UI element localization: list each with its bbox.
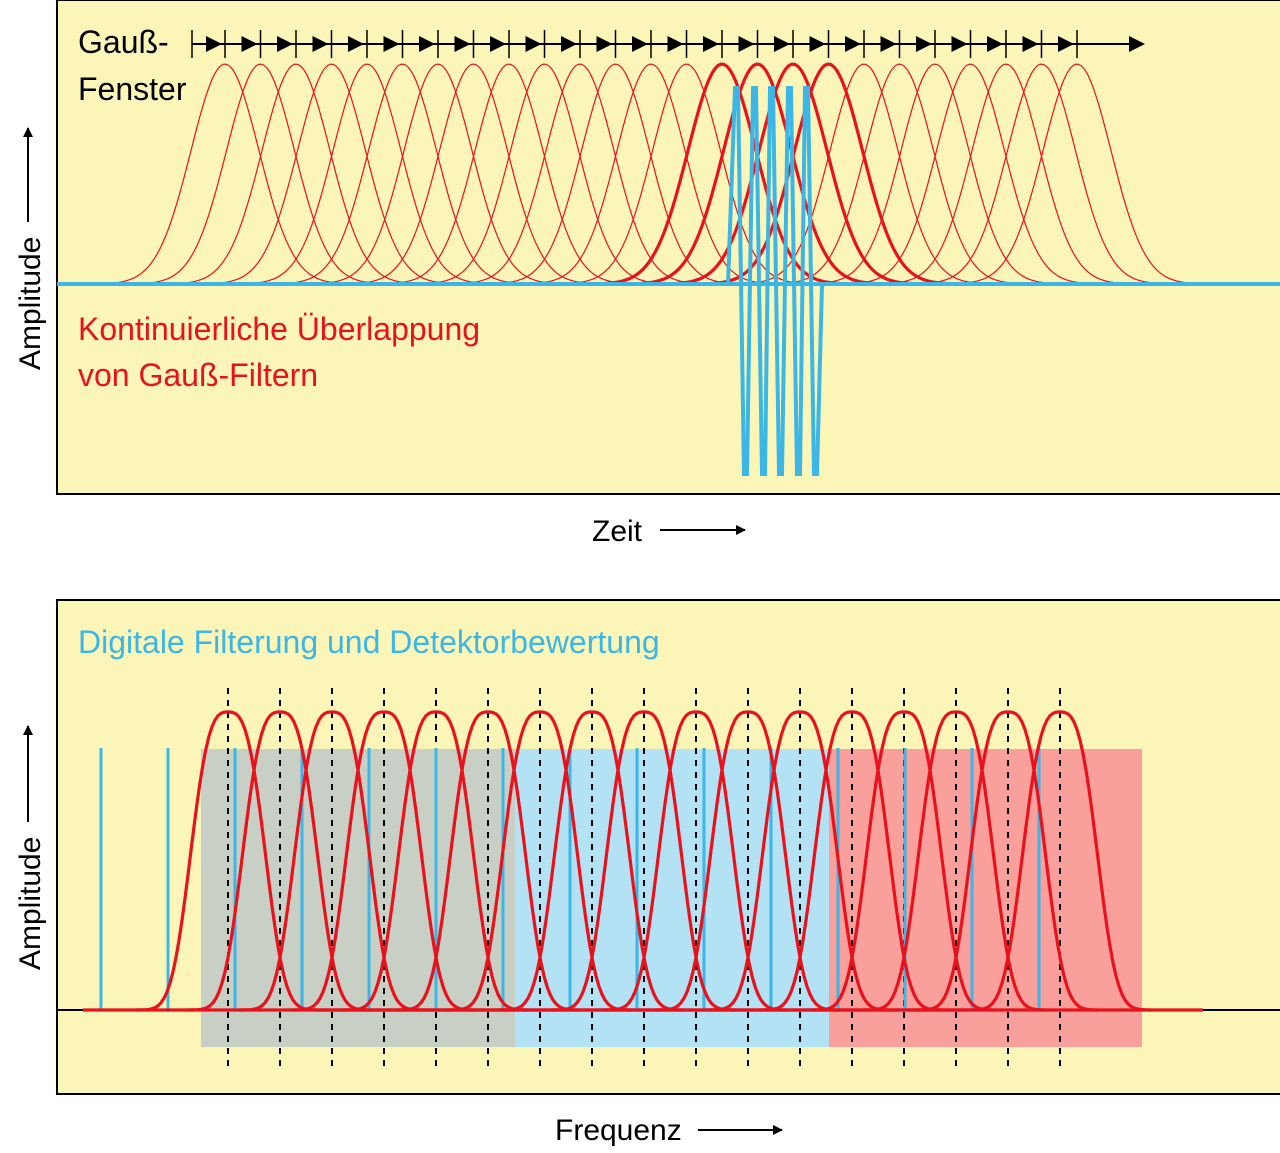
window-step-arrow-icon (312, 36, 329, 52)
overlap-label-line2: von Gauß-Filtern (78, 357, 318, 393)
window-step-arrow-icon (277, 36, 293, 52)
gaussian-window-2 (130, 63, 389, 285)
window-step-arrow-icon (774, 36, 790, 52)
window-step-arrow-icon (845, 36, 861, 52)
gaussian-window-10 (414, 63, 673, 285)
gaussian-window-11 (449, 63, 709, 285)
window-step-arrow-icon (738, 36, 755, 52)
window-step-arrow-icon (951, 36, 968, 52)
gaussian-window-14 (556, 63, 815, 285)
window-step-arrow-icon (206, 36, 222, 52)
top-x-axis-label: Zeit (592, 515, 643, 548)
window-step-arrow-icon (561, 36, 577, 52)
signal-burst (726, 86, 824, 476)
window-step-arrow-icon (490, 36, 506, 52)
gaussian-filter-15 (811, 710, 1099, 1012)
band-gray (201, 749, 515, 1047)
window-step-arrow-icon (419, 36, 435, 52)
gaussian-window-3 (165, 63, 425, 285)
top-gaussian-windows (94, 62, 1206, 286)
overlap-label-line1: Kontinuierliche Überlappung (78, 311, 480, 347)
window-step-arrow-icon (1058, 36, 1074, 52)
gaussian-window-4 (201, 63, 460, 285)
gaussian-window-16 (627, 62, 886, 286)
gaussian-window-1 (94, 63, 354, 285)
gaussian-window-23 (875, 63, 1135, 285)
spectral-lines (99, 748, 1041, 1010)
bottom-y-axis-label: Amplitude (14, 837, 47, 970)
top-y-axis-label: Amplitude (14, 237, 47, 370)
window-step-arrow-icon (1022, 36, 1039, 52)
window-step-arrow-icon (987, 36, 1003, 52)
window-step-arrow-icon (1129, 36, 1145, 52)
bottom-panel-title: Digitale Filterung und Detektorbewertung (78, 624, 660, 660)
gaussian-window-9 (378, 63, 638, 285)
gaussian-window-8 (343, 63, 602, 285)
top-panel: Gauß- Fenster Kontinuierliche Überlappun… (56, 0, 1280, 495)
window-step-arrows (191, 30, 1145, 58)
window-step-arrow-icon (383, 36, 400, 52)
gaussian-window-13 (520, 63, 780, 285)
gaussian-filter-16 (863, 710, 1151, 1012)
top-panel-frame (56, 0, 1280, 495)
bottom-gaussian-filters (83, 710, 1203, 1012)
window-step-arrow-icon (596, 36, 613, 52)
bottom-panel: Digitale Filterung und Detektorbewertung (56, 599, 1280, 1095)
bottom-x-axis-label: Frequenz (555, 1114, 682, 1147)
gaussian-window-22 (840, 63, 1099, 285)
window-step-arrow-icon (703, 36, 719, 52)
window-step-arrow-icon (348, 36, 364, 52)
gaussian-filter-17 (915, 710, 1203, 1012)
gaussian-window-15 (591, 62, 851, 286)
gaussian-filter-14 (759, 710, 1047, 1012)
window-step-arrow-icon (525, 36, 542, 52)
gaussian-window-7 (307, 63, 567, 285)
gaussian-window-5 (236, 63, 496, 285)
gaussian-window-12 (485, 63, 744, 285)
gaussian-window-24 (911, 63, 1170, 285)
window-step-arrow-icon (632, 36, 648, 52)
gaussian-window-17 (662, 62, 922, 286)
window-step-arrow-icon (916, 36, 932, 52)
gaussian-window-6 (272, 63, 531, 285)
window-step-arrow-icon (667, 36, 684, 52)
window-step-arrow-icon (454, 36, 471, 52)
window-label-line2: Fenster (78, 71, 187, 107)
window-step-arrow-icon (241, 36, 258, 52)
window-step-arrow-icon (880, 36, 897, 52)
gaussian-window-25 (946, 63, 1206, 285)
gaussian-window-21 (804, 63, 1064, 285)
window-label-line1: Gauß- (78, 24, 169, 60)
window-step-arrow-icon (809, 36, 826, 52)
